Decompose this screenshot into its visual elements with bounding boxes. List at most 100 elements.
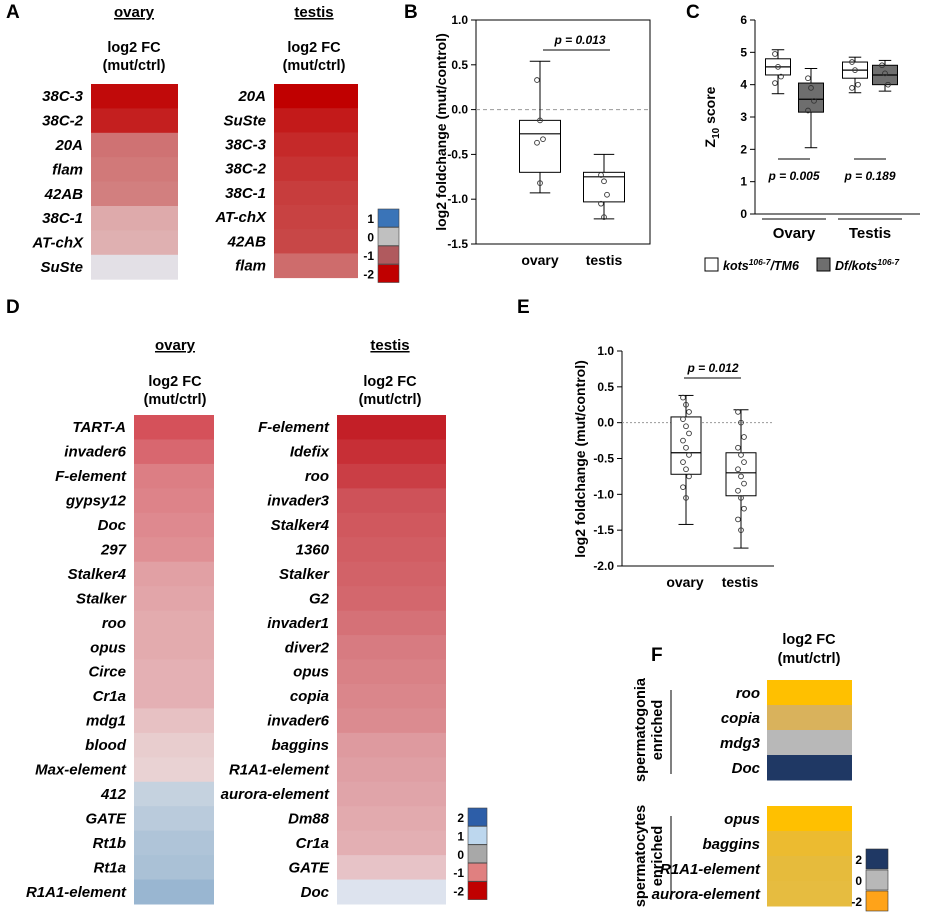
heatmap-cell	[337, 415, 446, 440]
legend-swatch	[467, 826, 488, 845]
heatmap-cell	[134, 659, 214, 685]
heatmap-cell	[274, 253, 358, 279]
heatmap-cell	[134, 732, 214, 758]
data-point	[775, 64, 781, 70]
panel-letter-E: E	[517, 297, 530, 318]
data-point	[778, 73, 784, 80]
heatmap-subtitle: log2 FC	[363, 374, 417, 390]
legend-label: 2	[855, 853, 862, 867]
heatmap-row-label: aurora-element	[652, 886, 761, 903]
heatmap-row-label: AT-chX	[214, 209, 267, 226]
heatmap-subtitle2: (mut/ctrl)	[144, 392, 207, 408]
data-point	[805, 107, 811, 114]
heatmap-row-label: copia	[290, 688, 329, 705]
heatmap-cell	[274, 84, 358, 109]
data-point	[683, 423, 689, 430]
y-tick-label: 4	[740, 78, 747, 92]
data-point	[741, 480, 747, 487]
heatmap-row-label: invader6	[64, 444, 126, 461]
heatmap-cell	[767, 881, 852, 907]
box-Ovary-kots106-7-TM6	[765, 49, 791, 95]
y-tick-label: 1	[740, 175, 747, 189]
y-tick-label: 3	[740, 110, 747, 124]
heatmap-row-label: 38C-3	[225, 137, 267, 154]
heatmap-subtitle2: (mut/ctrl)	[778, 651, 841, 667]
panel-letter-F: F	[651, 645, 663, 666]
heatmap-row-label: 38C-2	[42, 113, 84, 130]
box-Ovary-Df-kots106-7	[798, 68, 824, 149]
box-ovary	[670, 394, 702, 525]
heatmap-row-label: mdg1	[86, 713, 126, 730]
heatmap-title: ovary	[155, 337, 196, 354]
heatmap-row-label: Circe	[88, 664, 126, 681]
heatmap-row-label: Cr1a	[296, 835, 329, 852]
box-testis	[583, 153, 625, 220]
panel-letter-B: B	[404, 2, 418, 23]
heatmap-cell	[337, 708, 446, 734]
data-point	[885, 81, 891, 88]
data-point	[811, 97, 817, 104]
heatmap-cell	[134, 512, 214, 538]
data-point	[735, 516, 741, 523]
heatmap-cell	[767, 680, 852, 706]
y-tick-label: -1.0	[593, 487, 614, 501]
heatmap-cell	[91, 254, 178, 280]
heatmap-cell	[337, 439, 446, 465]
heatmap-row-label: Dm88	[288, 810, 330, 827]
heatmap-row-label: copia	[721, 710, 760, 727]
y-axis-label: Z10 score	[702, 86, 722, 147]
heatmap-row-label: diver2	[285, 639, 330, 656]
heatmap-cell	[134, 463, 214, 489]
heatmap-row-label: Max-element	[35, 762, 127, 779]
heatmap-row-label: flam	[52, 161, 83, 178]
legend-swatch	[704, 257, 719, 272]
data-point	[805, 75, 811, 82]
heatmap-cell	[134, 586, 214, 612]
heatmap-cell	[274, 132, 358, 158]
heatmap-row-label: flam	[235, 258, 266, 275]
data-point	[686, 430, 692, 437]
data-point	[683, 466, 689, 473]
heatmap-row-label: roo	[736, 685, 760, 702]
heatmap-cell	[767, 705, 852, 731]
data-point	[735, 487, 741, 494]
heatmap-row-label: 38C-1	[42, 210, 83, 227]
data-point	[680, 484, 686, 491]
heatmap-cell	[337, 830, 446, 856]
heatmap-cell	[91, 181, 178, 207]
heatmap-subtitle: log2 FC	[107, 40, 161, 56]
y-tick-label: 2	[740, 142, 747, 156]
heatmap-row-label: F-element	[55, 468, 127, 485]
heatmap-row-label: Stalker	[279, 566, 330, 583]
heatmap-row-label: GATE	[288, 859, 330, 876]
x-category-label: testis	[586, 252, 623, 268]
legend-label: 2	[457, 811, 464, 825]
heatmap-row-label: Idefix	[290, 444, 330, 461]
legend-swatch	[865, 848, 889, 870]
heatmap-row-label: G2	[309, 590, 330, 607]
heatmap-cell	[134, 415, 214, 440]
data-point	[741, 459, 747, 465]
x-category-label: testis	[722, 574, 759, 590]
legend-label: 0	[855, 874, 862, 888]
heatmap-cell	[134, 708, 214, 734]
heatmap-cell	[134, 683, 214, 709]
legend-label: 0	[457, 848, 464, 862]
y-tick-label: 1.0	[597, 344, 614, 358]
data-point	[882, 70, 888, 77]
heatmap-title: ovary	[114, 4, 155, 21]
legend-swatch	[467, 862, 488, 882]
legend-swatch	[865, 890, 889, 912]
heatmap-row-label: 42AB	[44, 186, 84, 203]
heatmap-row-label: Stalker4	[68, 566, 127, 583]
heatmap-cell	[134, 855, 214, 881]
legend-swatch	[377, 227, 400, 246]
legend-label: -1	[363, 249, 374, 263]
heatmap-cell	[337, 659, 446, 685]
legend-swatch	[467, 881, 488, 900]
heatmap-cell	[91, 157, 178, 183]
y-tick-label: 6	[740, 13, 747, 27]
heatmap-row-label: Rt1a	[93, 859, 126, 876]
heatmap-row-label: 38C-3	[42, 88, 84, 105]
heatmap-D-ovary	[134, 415, 214, 905]
